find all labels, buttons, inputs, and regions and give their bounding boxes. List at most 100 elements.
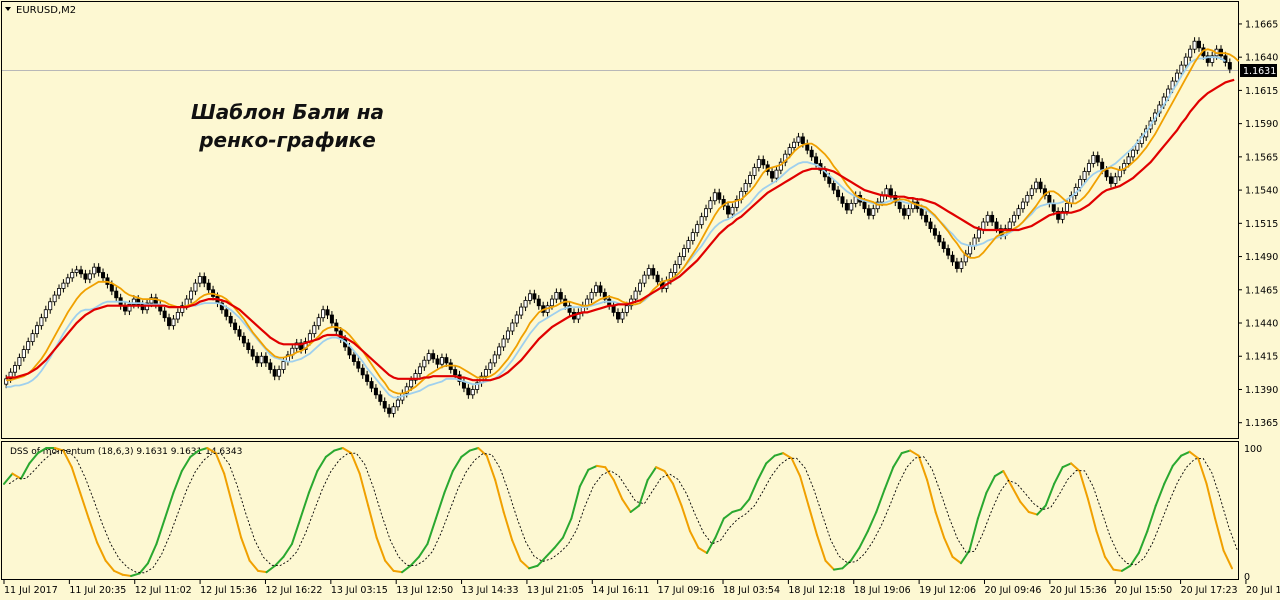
dss-rising-segment	[1061, 462, 1073, 469]
dss-falling-segment	[375, 536, 387, 562]
bull-candle	[1210, 55, 1215, 63]
dss-rising-segment	[875, 487, 886, 513]
bear-candle	[536, 298, 541, 307]
bull-candle	[8, 371, 13, 380]
bull-candle	[497, 346, 502, 356]
bull-candle	[686, 240, 691, 249]
bull-candle	[1082, 171, 1087, 180]
dss-falling-segment	[206, 447, 217, 455]
dss-rising-segment	[1036, 504, 1047, 516]
bear-candle	[937, 234, 942, 243]
dss-falling-segment	[1214, 517, 1225, 552]
dss-falling-segment	[79, 491, 90, 520]
dss-falling-segment	[1095, 530, 1106, 558]
bull-candle	[593, 285, 598, 293]
dss-rising-segment	[773, 452, 785, 457]
bull-candle	[1192, 40, 1197, 50]
bull-candle	[316, 317, 321, 327]
dss-falling-segment	[511, 539, 522, 562]
price-tick-label: 1.1565	[1245, 152, 1278, 163]
dss-rising-segment	[959, 549, 971, 565]
dss-rising-segment	[1154, 482, 1166, 507]
dss-rising-segment	[28, 452, 39, 465]
dss-falling-segment	[1010, 485, 1022, 503]
bull-candle	[704, 208, 709, 218]
bull-candle	[510, 322, 515, 332]
bull-candle	[668, 272, 673, 281]
bull-candle	[48, 301, 53, 311]
bull-candle	[87, 273, 92, 280]
dss-rising-segment	[324, 449, 336, 458]
dss-falling-segment	[799, 475, 810, 507]
dss-falling-segment	[943, 536, 954, 558]
bear-candle	[809, 149, 814, 158]
bear-candle	[140, 304, 145, 311]
annotation-line-1: Шаблон Бали на	[190, 100, 385, 124]
price-chart-frame	[1, 1, 1239, 439]
bear-candle	[941, 241, 946, 249]
dss-rising-segment	[172, 470, 183, 494]
bear-candle	[567, 305, 572, 313]
bear-candle	[814, 156, 819, 164]
dss-falling-segment	[1197, 457, 1208, 485]
dss-falling-segment	[782, 452, 793, 460]
bear-candle	[902, 208, 907, 216]
dss-rising-segment	[468, 447, 480, 452]
bull-candle	[796, 136, 801, 143]
dss-rising-segment	[731, 508, 742, 513]
bull-candle	[26, 341, 31, 350]
dss-falling-segment	[113, 569, 124, 576]
bull-candle	[1188, 48, 1193, 58]
dss-rising-segment	[333, 447, 344, 452]
dss-falling-segment	[612, 479, 624, 501]
indicator-frame	[1, 441, 1239, 580]
dss-rising-segment	[163, 491, 175, 520]
bull-candle	[620, 311, 625, 320]
time-tick-label: 19 Jul 12:06	[919, 585, 976, 596]
dss-falling-segment	[367, 504, 378, 539]
dss-falling-segment	[248, 559, 260, 572]
bear-candle	[360, 367, 365, 376]
bull-candle	[30, 333, 35, 343]
time-tick-label: 18 Jul 19:06	[854, 585, 911, 596]
price-axis: 1.1665 1.1640 1.1615 1.1590 1.1565 1.1540 1.15…	[1238, 19, 1278, 429]
dss-rising-segment	[866, 511, 878, 533]
bear-candle	[435, 358, 440, 365]
bear-candle	[224, 309, 229, 317]
bear-candle	[101, 272, 106, 279]
indicator-title: DSS of momentum (18,6,3) 9.1631 9.1631 1…	[10, 447, 242, 457]
bull-candle	[43, 309, 48, 319]
dss-falling-segment	[680, 504, 691, 533]
dss-rising-segment	[1120, 564, 1132, 572]
bear-candle	[387, 407, 392, 414]
dss-rising-segment	[892, 452, 903, 469]
bull-candle	[417, 366, 422, 374]
bull-candle	[413, 373, 418, 381]
bull-candle	[849, 202, 854, 211]
dss-rising-segment	[985, 475, 996, 494]
bear-candle	[202, 276, 207, 284]
bull-candle	[633, 290, 638, 300]
dss-rising-segment	[274, 555, 285, 567]
dss-rising-segment	[1163, 464, 1174, 485]
dss-rising-segment	[451, 455, 463, 473]
triangle-down-icon[interactable]	[5, 7, 11, 11]
bull-candle	[281, 361, 286, 370]
dss-falling-segment	[909, 449, 920, 457]
bull-candle	[1130, 149, 1135, 158]
dss-falling-segment	[341, 447, 353, 455]
bear-candle	[263, 355, 268, 364]
bull-candle	[959, 261, 964, 269]
bull-candle	[1091, 155, 1096, 164]
bull-candle	[409, 379, 414, 388]
bear-candle	[888, 188, 893, 196]
bear-candle	[946, 248, 951, 256]
dss-falling-segment	[595, 464, 607, 469]
indicator-tick-label: 0	[1244, 572, 1250, 583]
dss-rising-segment	[900, 449, 912, 455]
bull-candle	[783, 153, 788, 163]
bull-candle	[673, 264, 678, 273]
dss-falling-segment	[214, 452, 226, 475]
bull-candle	[1025, 195, 1030, 203]
bull-candle	[65, 277, 70, 284]
